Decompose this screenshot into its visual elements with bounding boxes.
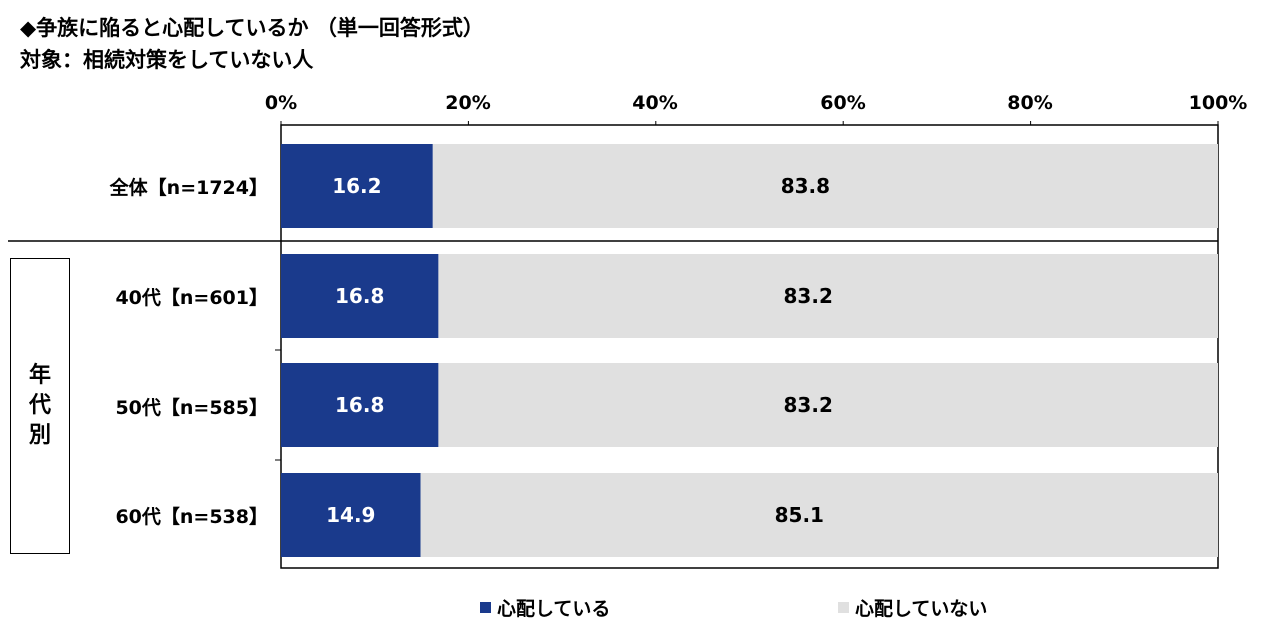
category-label-total: 全体【n=1724】 [109,177,268,199]
plot-frame [280,124,1219,569]
legend-label-not-worried: 心配していない [855,598,988,620]
x-tick-label-20: 20% [445,92,491,114]
legend-swatch-not-worried [838,602,849,613]
age-group-bracket [10,258,70,554]
bar-not-worried-3 [420,473,1218,557]
x-tick-label-40: 40% [632,92,678,114]
data-label-worried-2: 16.8 [335,393,384,417]
legend-label-worried: 心配している [497,598,611,620]
x-tick-label-100: 100% [1188,92,1248,114]
category-label-40s: 40代【n=601】 [115,287,268,309]
x-tick-label-80: 80% [1007,92,1053,114]
bar-not-worried-0 [432,144,1218,228]
bar-worried-3 [281,473,421,557]
age-group-label-char: 別 [28,423,51,448]
x-tick-label-0: 0% [264,92,298,114]
bar-not-worried-1 [438,254,1218,338]
chart-subtitle: 対象：相続対策をしていない人 [20,48,314,72]
age-group-label-char: 代 [28,393,51,418]
data-label-not-worried-1: 83.2 [784,284,833,308]
bar-worried-1 [281,254,439,338]
category-label-60s: 60代【n=538】 [115,506,268,528]
chart-title: ◆争族に陥ると心配しているか （単一回答形式） [20,16,484,40]
data-label-worried-1: 16.8 [335,284,384,308]
category-label-50s: 50代【n=585】 [115,397,268,419]
bar-worried-2 [281,363,439,447]
data-label-worried-0: 16.2 [332,174,381,198]
bar-not-worried-2 [438,363,1218,447]
legend-item-not-worried: 心配していない [838,594,987,621]
age-group-label: 年代別 [10,258,70,554]
legend-swatch-worried [480,602,491,613]
data-label-not-worried-3: 85.1 [775,503,824,527]
x-tick-label-60: 60% [820,92,866,114]
age-group-label-char: 年 [28,363,51,388]
bar-worried-0 [281,144,433,228]
legend-item-worried: 心配している [480,594,610,621]
data-label-worried-3: 14.9 [326,503,375,527]
data-label-not-worried-2: 83.2 [784,393,833,417]
data-label-not-worried-0: 83.8 [781,174,830,198]
